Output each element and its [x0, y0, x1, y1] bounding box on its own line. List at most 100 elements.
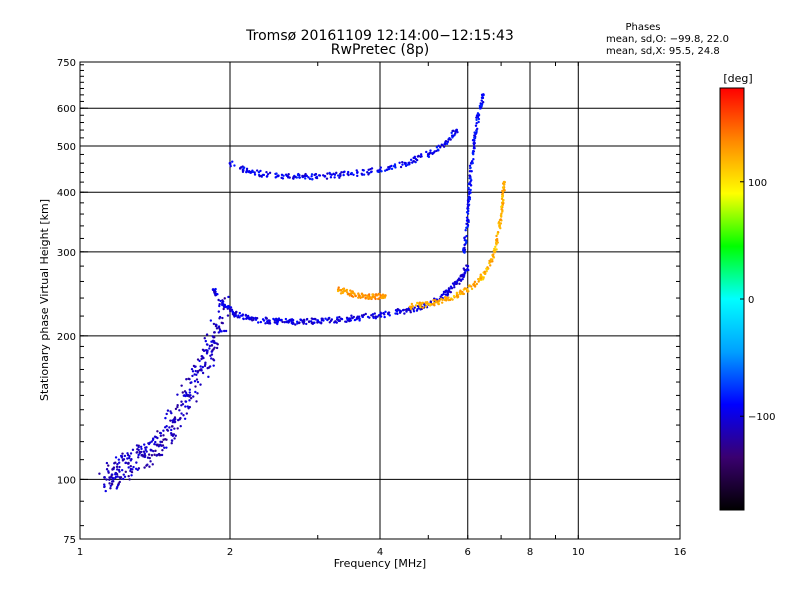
- trace-sample: [207, 375, 210, 379]
- trace-sample: [298, 176, 301, 179]
- trace-sample: [406, 163, 409, 166]
- trace-sample: [425, 150, 428, 154]
- trace-sample: [110, 483, 114, 486]
- trace-sample: [283, 321, 286, 324]
- trace-sample: [286, 175, 290, 178]
- trace-sample: [246, 314, 250, 318]
- trace-sample: [126, 457, 129, 460]
- trace-sample: [212, 358, 215, 361]
- trace-sample: [181, 391, 184, 394]
- phase-stats-heading: Phases: [625, 22, 660, 33]
- trace-sample: [470, 170, 473, 173]
- trace-sample: [463, 246, 466, 250]
- trace-sample: [366, 171, 369, 174]
- trace-sample: [107, 464, 110, 467]
- trace-sample: [114, 456, 118, 459]
- x-tick-label: 8: [527, 547, 533, 558]
- trace-sample: [296, 173, 300, 177]
- y-tick-label: 600: [57, 104, 76, 115]
- data-point: [498, 224, 501, 228]
- trace-sample: [229, 308, 232, 311]
- colorbar-tick-label: −100: [748, 412, 775, 423]
- trace-sample: [229, 164, 232, 168]
- trace-sample: [470, 287, 474, 291]
- trace-sample: [398, 161, 401, 164]
- trace-sample: [357, 293, 360, 296]
- trace-sample: [109, 487, 112, 490]
- trace-sample: [266, 320, 269, 323]
- trace-sample: [302, 321, 306, 324]
- trace-sample: [353, 292, 356, 295]
- trace-sample: [415, 158, 419, 162]
- trace-sample: [451, 298, 454, 301]
- trace-sample: [456, 130, 459, 134]
- trace-sample: [465, 216, 469, 219]
- trace-sample: [466, 200, 470, 204]
- trace-sample: [162, 434, 165, 437]
- trace-sample: [176, 404, 179, 407]
- trace-sample: [477, 120, 480, 124]
- trace-sample: [419, 306, 422, 309]
- trace-sample: [172, 433, 176, 436]
- trace-sample: [369, 170, 373, 174]
- trace-sample: [364, 312, 367, 316]
- trace-sample: [412, 160, 416, 163]
- trace-sample: [136, 450, 139, 454]
- trace-sample: [188, 388, 192, 391]
- trace-sample: [486, 267, 489, 271]
- trace-sample: [166, 409, 170, 412]
- series-f1-o-trace: [211, 264, 470, 326]
- data-point: [481, 93, 485, 97]
- trace-sample: [115, 465, 119, 469]
- trace-sample: [374, 297, 377, 301]
- trace-sample: [452, 282, 456, 286]
- trace-sample: [386, 168, 389, 171]
- trace-sample: [120, 468, 124, 472]
- trace-sample: [481, 100, 485, 104]
- trace-sample: [336, 316, 339, 319]
- trace-sample: [490, 258, 493, 262]
- trace-sample: [495, 234, 498, 238]
- trace-sample: [281, 320, 284, 324]
- trace-sample: [146, 456, 150, 459]
- trace-sample: [186, 405, 189, 408]
- trace-sample: [274, 176, 277, 179]
- trace-sample: [259, 320, 263, 324]
- trace-sample: [184, 400, 188, 403]
- trace-sample: [336, 289, 340, 293]
- trace-sample: [182, 414, 185, 417]
- data-point: [399, 310, 403, 313]
- trace-sample: [447, 296, 450, 299]
- trace-sample: [427, 155, 431, 159]
- trace-sample: [485, 270, 488, 273]
- trace-sample: [117, 482, 120, 485]
- trace-sample: [337, 319, 341, 323]
- trace-sample: [145, 450, 148, 453]
- trace-sample: [122, 473, 125, 476]
- series-f2-o-trace: [461, 93, 485, 254]
- trace-sample: [378, 168, 381, 171]
- trace-sample: [206, 349, 209, 352]
- trace-sample: [179, 424, 182, 428]
- trace-sample: [467, 285, 471, 288]
- trace-sample: [354, 294, 358, 298]
- trace-sample: [428, 151, 432, 155]
- trace-sample: [178, 418, 181, 421]
- trace-sample: [128, 455, 131, 458]
- trace-sample: [273, 318, 277, 322]
- trace-sample: [450, 286, 454, 290]
- trace-sample: [301, 174, 304, 178]
- phase-stats-o: mean, sd,O: −99.8, 22.0: [606, 34, 729, 45]
- trace-sample: [231, 310, 234, 314]
- trace-sample: [252, 317, 255, 320]
- trace-sample: [461, 248, 465, 252]
- trace-sample: [127, 456, 131, 460]
- trace-sample: [196, 392, 199, 395]
- trace-sample: [176, 393, 179, 396]
- trace-sample: [382, 311, 385, 315]
- trace-sample: [314, 176, 318, 179]
- trace-sample: [170, 428, 173, 432]
- trace-sample: [415, 309, 419, 312]
- trace-sample: [350, 294, 354, 298]
- trace-sample: [461, 273, 465, 277]
